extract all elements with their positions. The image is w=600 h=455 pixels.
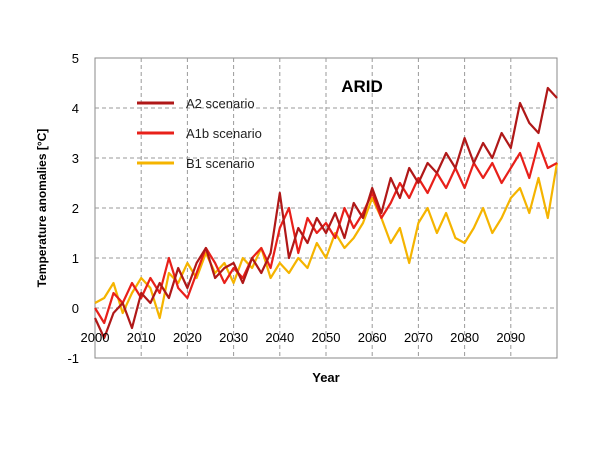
series-lines <box>94 86 559 340</box>
y-tick-label: 0 <box>72 301 79 316</box>
legend-label-b1: B1 scenario <box>186 156 255 171</box>
a1b-series-line <box>94 141 558 325</box>
x-tick-label: 2000 <box>81 330 110 345</box>
y-tick-label: 2 <box>72 201 79 216</box>
chart-title: ARID <box>341 77 383 96</box>
x-axis-label: Year <box>312 370 339 385</box>
x-tick-label: 2040 <box>265 330 294 345</box>
y-tick-label: 4 <box>72 101 79 116</box>
y-tick-label: 3 <box>72 151 79 166</box>
x-tick-label: 2060 <box>358 330 387 345</box>
x-tick-label: 2020 <box>173 330 202 345</box>
b1-series-line <box>94 162 559 320</box>
legend-label-a2: A2 scenario <box>186 96 255 111</box>
tick-labels: 2000 2010 2020 2030 2040 2050 2060 2070 2080 2090… <box>67 51 525 366</box>
x-tick-label: 2010 <box>127 330 156 345</box>
x-tick-label: 2030 <box>219 330 248 345</box>
x-tick-label: 2070 <box>404 330 433 345</box>
x-tick-label: 2090 <box>496 330 525 345</box>
legend: A2 scenario A1b scenario B1 scenario <box>137 96 262 171</box>
x-tick-label: 2050 <box>312 330 341 345</box>
a2-series-line <box>94 86 558 340</box>
grid-lines <box>95 58 557 358</box>
legend-label-a1b: A1b scenario <box>186 126 262 141</box>
y-axis-label: Temperature anomalies [°C] <box>35 129 49 288</box>
y-tick-label: -1 <box>67 351 79 366</box>
x-tick-label: 2080 <box>450 330 479 345</box>
y-tick-label: 1 <box>72 251 79 266</box>
y-tick-label: 5 <box>72 51 79 66</box>
